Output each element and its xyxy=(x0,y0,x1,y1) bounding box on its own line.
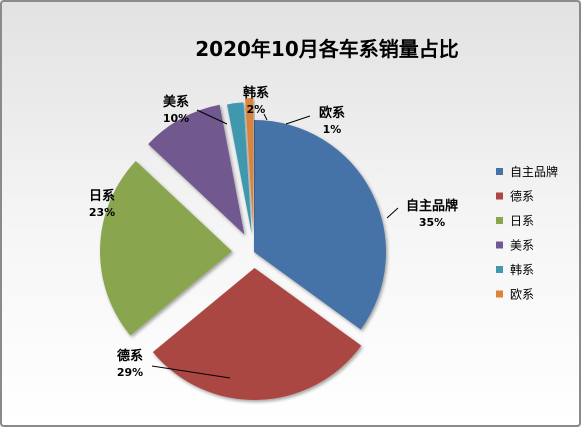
legend-swatch-hanxi xyxy=(496,266,503,273)
legend-label-meixi: 美系 xyxy=(510,239,534,253)
leader-line-hanxi xyxy=(263,113,268,121)
legend-swatch-dexi xyxy=(496,192,503,200)
leader-line-zizhu xyxy=(386,207,399,219)
legend-swatch-ouxi xyxy=(496,290,503,298)
leader-line-dexi xyxy=(151,365,231,379)
legend-swatch-rixi xyxy=(496,217,503,224)
leader-line-meixi xyxy=(196,109,228,125)
data-label-name-zizhu: 自主品牌 xyxy=(406,198,458,214)
pie-slice-dexi xyxy=(152,267,362,400)
data-label-value-zizhu: 35% xyxy=(419,216,445,229)
data-label-name-hanxi: 韩系 xyxy=(243,85,269,101)
data-label-value-ouxi: 1% xyxy=(323,123,342,136)
pie-slices xyxy=(100,98,386,400)
data-label-name-meixi: 美系 xyxy=(163,94,189,110)
data-label-value-dexi: 29% xyxy=(117,366,143,379)
pie-slice-hanxi xyxy=(227,102,252,235)
leader-lines xyxy=(151,109,399,379)
pie-slice-rixi xyxy=(100,160,233,336)
pie-slice-meixi xyxy=(148,104,245,235)
data-label-value-hanxi: 2% xyxy=(247,103,266,116)
legend-label-ouxi: 欧系 xyxy=(510,288,534,302)
pie-slice-zizhu xyxy=(254,120,386,330)
pie-slice-ouxi xyxy=(245,98,254,231)
data-label-value-rixi: 23% xyxy=(89,206,115,219)
legend-label-hanxi: 韩系 xyxy=(510,262,534,277)
leader-line-ouxi xyxy=(285,115,311,125)
chart-title: 2020年10月各车系销量占比 xyxy=(195,37,459,61)
legend-label-dexi: 德系 xyxy=(510,189,534,204)
data-label-value-meixi: 10% xyxy=(163,112,189,125)
data-label-name-ouxi: 欧系 xyxy=(319,105,345,121)
legend-swatch-meixi xyxy=(496,241,503,249)
data-labels: 自主品牌 35% 德系 29% 日系 23% 美系 10% 韩系 2% 欧系 1% xyxy=(89,85,458,379)
data-label-name-rixi: 日系 xyxy=(89,188,115,204)
legend-label-rixi: 日系 xyxy=(510,214,534,228)
legend-swatch-zizhu xyxy=(496,168,503,175)
legend-label-zizhu: 自主品牌 xyxy=(510,165,558,179)
data-label-name-dexi: 德系 xyxy=(117,348,143,364)
